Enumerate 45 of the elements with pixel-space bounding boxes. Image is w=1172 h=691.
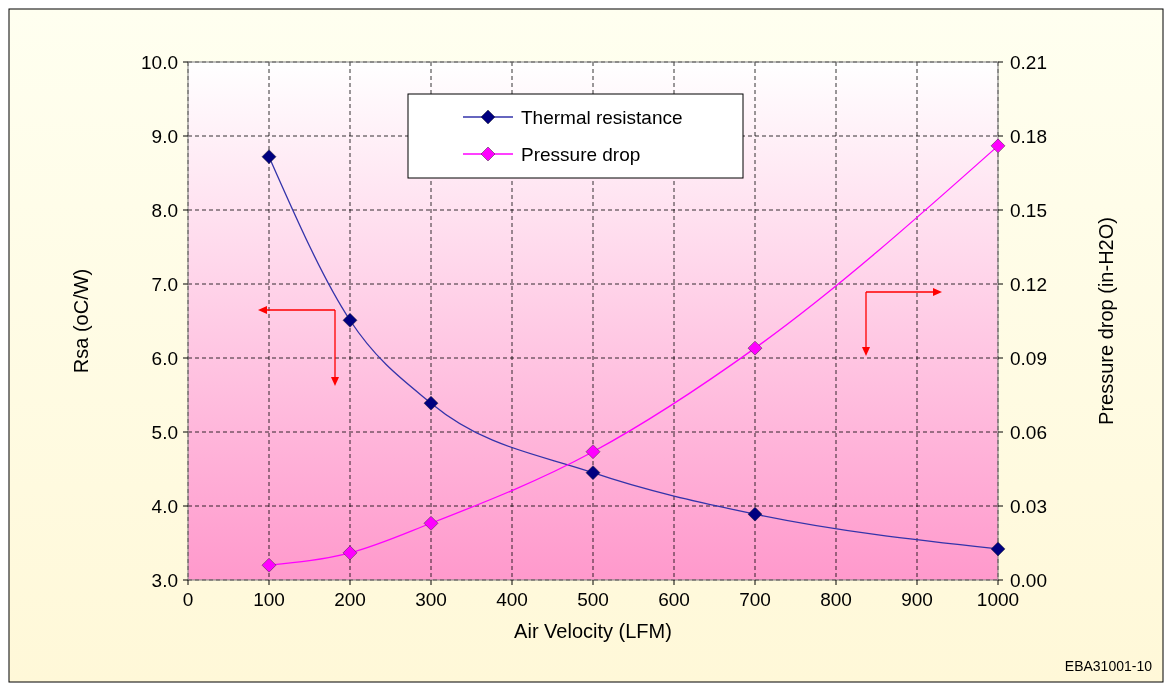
point [423, 395, 439, 411]
point [261, 149, 277, 164]
x-tick-label: 900 [901, 589, 933, 610]
y2-tick-label: 0.00 [1010, 570, 1047, 591]
legend-label: Thermal resistance [521, 107, 683, 128]
point [990, 138, 1006, 154]
x-axis-title: Air Velocity (LFM) [514, 620, 672, 642]
x-tick-label: 800 [820, 589, 852, 610]
point [747, 506, 763, 522]
point [585, 465, 601, 480]
y-tick-label: 3.0 [151, 570, 178, 591]
y-tick-label: 4.0 [151, 496, 178, 517]
point [585, 444, 601, 459]
point [342, 545, 358, 561]
y2-axis-title: Pressure drop (in-H2O) [1095, 217, 1117, 425]
point [261, 557, 277, 573]
y2-tick-label: 0.03 [1010, 496, 1047, 517]
y2-tick-label: 0.15 [1010, 200, 1047, 221]
y2-tick-label: 0.21 [1010, 52, 1047, 73]
y2-tick-label: 0.18 [1010, 126, 1047, 147]
point [990, 541, 1006, 557]
x-tick-label: 500 [577, 589, 609, 610]
x-tick-label: 100 [253, 589, 285, 610]
x-tick-label: 200 [334, 589, 366, 610]
x-tick-label: 600 [658, 589, 690, 610]
legend-label: Pressure drop [521, 144, 641, 165]
y2-tick-label: 0.12 [1010, 274, 1047, 295]
point [342, 313, 358, 328]
x-tick-label: 700 [739, 589, 771, 610]
x-tick-label: 0 [182, 589, 194, 610]
y-tick-label: 10.0 [141, 52, 178, 73]
text: EBA31001-10 [1064, 658, 1153, 674]
x-tick-label: 1000 [976, 589, 1020, 610]
y-tick-label: 6.0 [151, 348, 178, 369]
x-tick-label: 400 [496, 589, 528, 610]
point [423, 516, 439, 531]
point [747, 340, 763, 356]
x-tick-label: 300 [415, 589, 447, 610]
y-tick-label: 9.0 [151, 126, 178, 147]
y-tick-label: 8.0 [151, 200, 178, 221]
y2-tick-label: 0.09 [1010, 348, 1047, 369]
y-tick-label: 5.0 [151, 422, 178, 443]
y2-tick-label: 0.06 [1010, 422, 1047, 443]
y-axis-title: Rsa (oC/W) [70, 268, 92, 374]
y-tick-label: 7.0 [151, 274, 178, 295]
